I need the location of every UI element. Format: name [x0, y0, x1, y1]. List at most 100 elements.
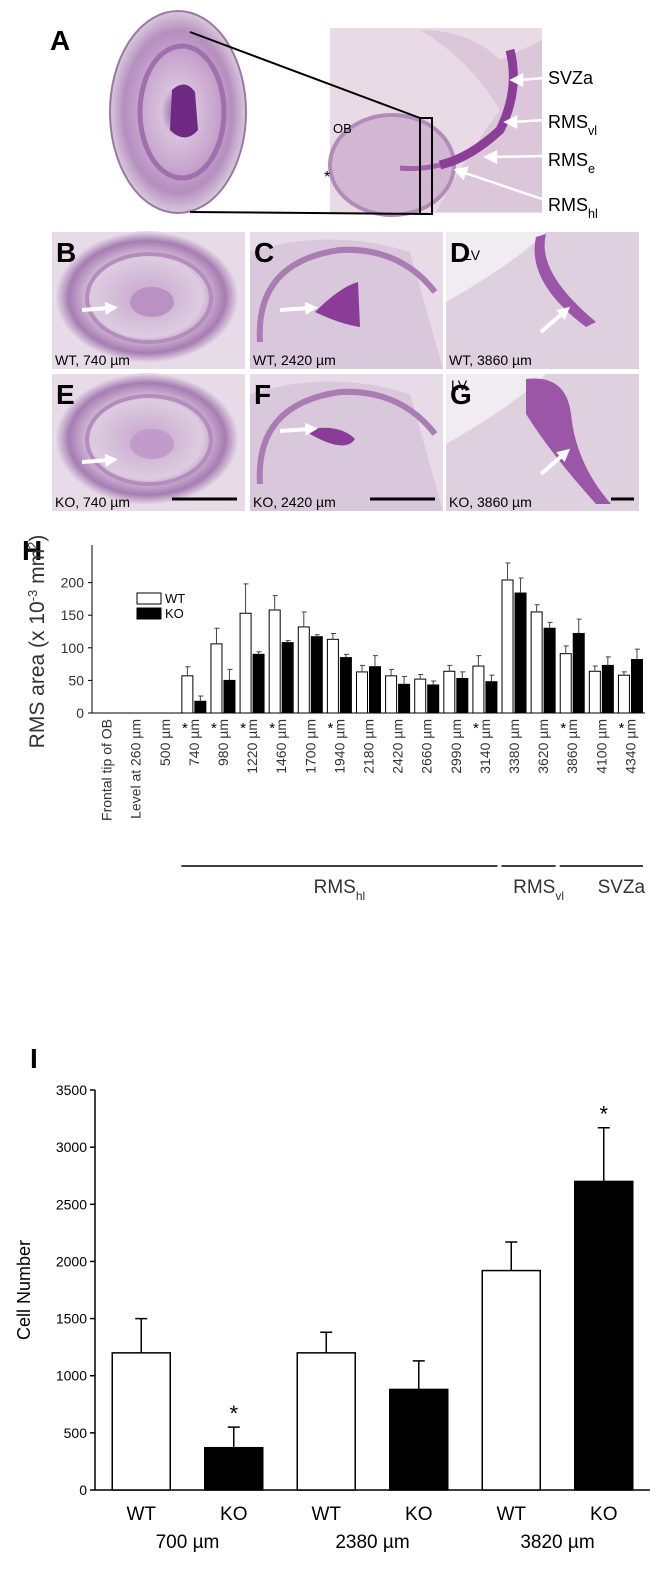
group-label: RMShl: [314, 877, 366, 903]
region-label: RMSe: [548, 150, 595, 176]
error-bar: [389, 668, 395, 676]
error-bar: [447, 664, 453, 672]
micrograph-caption: WT, 740 µm: [55, 352, 130, 368]
bar: [356, 671, 368, 714]
x-tick-label: 1220 µm: [244, 719, 260, 774]
bar: [252, 653, 265, 714]
error-bar: [285, 640, 291, 643]
y-tick-label: 500: [64, 1425, 88, 1441]
error-bar: [412, 1360, 425, 1390]
x-tick-label: 1700 µm: [302, 719, 318, 774]
lv-label: LV: [451, 377, 468, 393]
x-tick-label: 2990 µm: [448, 719, 464, 774]
y-tick-label: 2500: [56, 1196, 87, 1212]
micrograph-caption: KO, 2420 µm: [253, 494, 336, 510]
legend-label: WT: [165, 591, 185, 606]
x-tick-label: 3620 µm: [535, 719, 551, 774]
group-label-sub: vl: [555, 889, 564, 903]
error-bar: [563, 645, 569, 654]
bar: [223, 679, 236, 714]
x-tick-label: 4100 µm: [593, 719, 609, 774]
x-tick-label: 2660 µm: [419, 719, 435, 774]
error-bar: [534, 604, 540, 612]
error-bar: [314, 634, 320, 637]
y-tick-label: 200: [61, 575, 85, 591]
region-label: SVZa: [548, 68, 594, 88]
bar: [543, 627, 556, 714]
region-label: RMShl: [548, 195, 598, 221]
bar: [210, 643, 223, 714]
error-bar: [592, 665, 598, 672]
error-bar: [518, 577, 524, 594]
significance-mark: *: [327, 720, 333, 737]
x-tick-label: 3140 µm: [477, 719, 493, 774]
group-label: 700 µm: [156, 1532, 220, 1553]
error-bar: [185, 666, 191, 676]
error-bar: [597, 1126, 610, 1182]
error-bar: [402, 675, 408, 685]
error-bar: [214, 627, 220, 644]
x-tick-label: 2180 µm: [361, 719, 377, 774]
micrograph: B WT, 740 µm: [52, 231, 245, 369]
error-bar: [243, 583, 249, 614]
panel-label: F: [254, 379, 271, 410]
bar: [443, 670, 456, 714]
y-axis-label-part: 2: [25, 542, 40, 549]
group-label: SVZa: [598, 877, 646, 898]
group-label-sub: hl: [356, 889, 365, 903]
significance-mark: *: [182, 720, 188, 737]
bar: [296, 1352, 356, 1491]
significance-mark: *: [269, 720, 275, 737]
panel-label: H: [22, 535, 42, 566]
arrow-head: [104, 453, 118, 467]
region-label: RMSvl: [548, 112, 597, 138]
bar: [268, 609, 281, 714]
bar: [501, 579, 514, 714]
tissue: [250, 381, 443, 511]
error-bar: [505, 1241, 518, 1271]
region-label-main: RMS: [548, 112, 588, 132]
bar: [514, 592, 527, 714]
x-tick-label: WT: [126, 1504, 156, 1525]
micrograph-caption: KO, 3860 µm: [449, 494, 532, 510]
significance-mark: *: [240, 720, 246, 737]
y-tick-label: 1500: [56, 1311, 87, 1327]
tissue-core: [130, 429, 174, 459]
bar: [326, 638, 339, 714]
error-bar: [343, 653, 349, 658]
region-label-sub: e: [588, 162, 595, 176]
bar: [530, 611, 543, 714]
arrow-head: [556, 448, 571, 462]
error-bar: [301, 611, 307, 627]
x-tick-label: WT: [311, 1504, 341, 1525]
y-axis-label-part: RMS area (x 10: [26, 601, 49, 748]
arrow: [279, 306, 311, 312]
bar: [617, 674, 630, 714]
micrograph: E KO, 740 µm: [52, 373, 245, 511]
x-tick-label: 1940 µm: [331, 719, 347, 774]
arrow: [539, 310, 566, 334]
error-bar: [320, 1331, 333, 1353]
bar: [414, 678, 427, 714]
lv-label: LV: [464, 247, 481, 263]
bar: [281, 642, 294, 714]
arrow: [279, 427, 311, 433]
x-tick-label: Frontal tip of OB: [99, 719, 115, 821]
micrograph: LVD WT, 3860 µm: [446, 232, 639, 369]
x-tick-label: KO: [405, 1504, 432, 1525]
y-axis-label: RMS area (x 10-3 mm2): [25, 535, 50, 749]
panel-label: C: [254, 237, 274, 268]
error-bar: [227, 1426, 240, 1448]
error-bar: [330, 632, 336, 640]
y-axis-label: Cell Number: [14, 1240, 34, 1340]
panel-label: A: [50, 25, 70, 56]
y-tick-label: 150: [61, 607, 85, 623]
x-tick-label: 3380 µm: [506, 719, 522, 774]
rms-blob: [315, 282, 360, 327]
error-bar: [605, 656, 611, 666]
error-bar: [431, 680, 437, 685]
error-bar: [547, 621, 553, 629]
error-bar: [272, 595, 278, 610]
error-bar: [489, 674, 495, 682]
